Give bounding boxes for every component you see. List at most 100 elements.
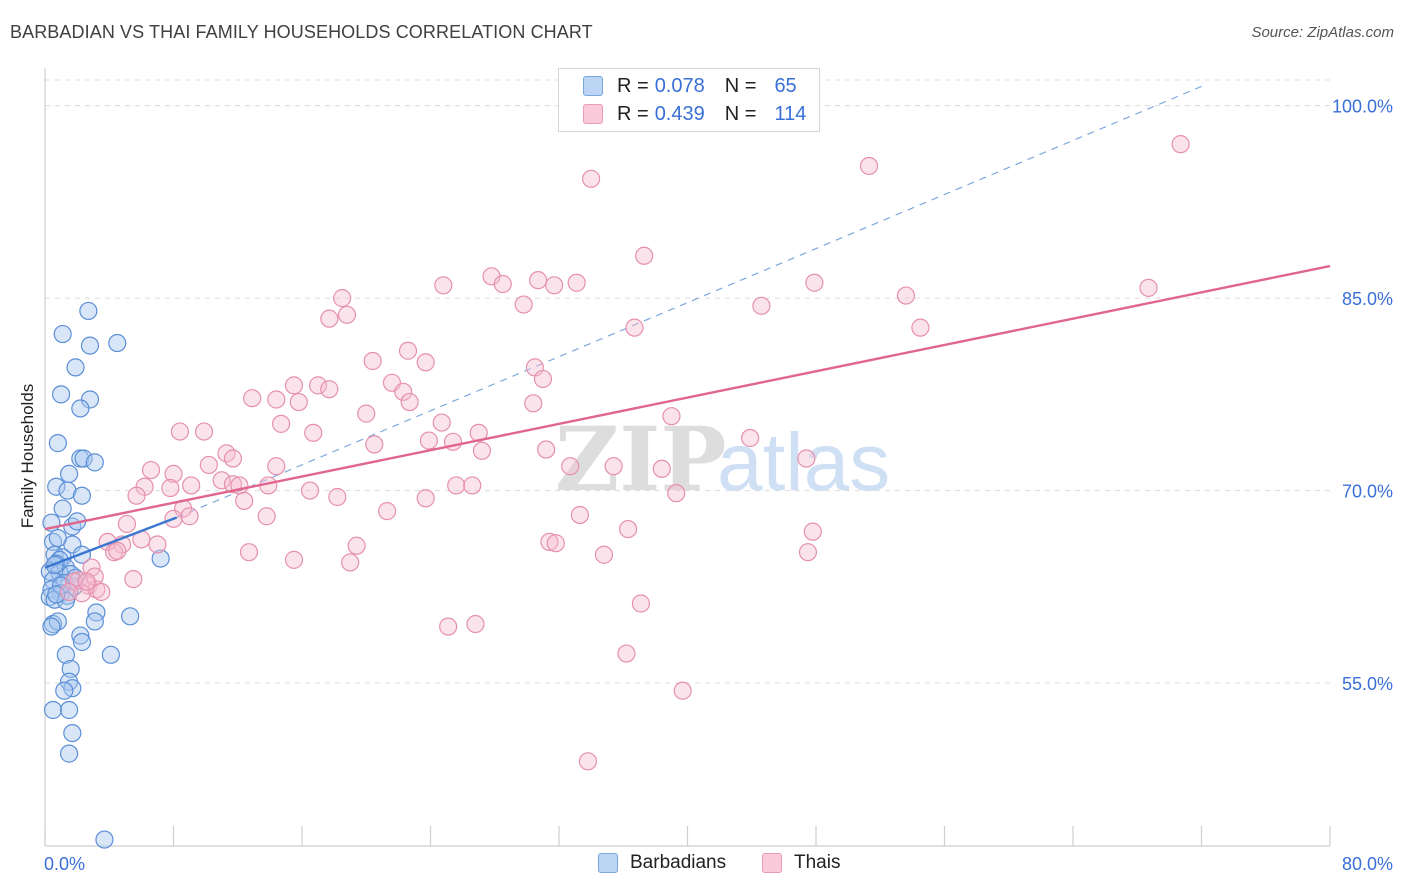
grid-lines [45, 79, 1330, 684]
thai-point [1139, 278, 1158, 297]
legend-r-value: 0.078 [654, 74, 705, 97]
thai-point [673, 681, 692, 700]
thai-point [741, 428, 760, 448]
thai-point [77, 572, 96, 591]
barbadian-point [85, 612, 104, 631]
legend-row-barbadians: R = 0.078 N = 65 [583, 73, 797, 99]
barbadian-point [71, 626, 90, 645]
dashed-trend-extension [176, 85, 1202, 519]
y-tick-label: 70.0% [1342, 482, 1393, 502]
thai-point [635, 246, 654, 265]
trend-lines [44, 264, 1331, 569]
thai-point [194, 422, 214, 441]
legend-item-barbadians: Barbadians [598, 852, 726, 874]
thai-point [466, 614, 485, 634]
thai-point [357, 404, 376, 423]
thai-point [182, 476, 201, 495]
thai-point [604, 457, 623, 476]
thai-point [117, 514, 137, 534]
thai-point [447, 476, 466, 495]
thai-point [59, 582, 79, 602]
barbadian-point [72, 632, 92, 652]
watermark-atlas: atlas [717, 417, 890, 508]
thai-point [493, 274, 512, 294]
thai-point [161, 478, 180, 498]
thai-point [164, 464, 183, 484]
thai-point [308, 376, 328, 395]
thai-point [199, 455, 218, 475]
thai-point [514, 295, 533, 314]
thai-point [652, 459, 671, 478]
thai-point [524, 394, 543, 413]
legend-n-value: 65 [774, 74, 797, 97]
thai-point [434, 276, 453, 295]
y-axis-label: Family Households [18, 383, 37, 529]
thai-point [141, 460, 161, 480]
barbadian-point [108, 333, 127, 353]
x-tick-label: 0.0% [44, 854, 85, 874]
barbadian-trend-line [44, 516, 178, 569]
barbadian-point [80, 336, 100, 355]
thai-point [594, 545, 614, 564]
y-tick-label: 85.0% [1342, 289, 1393, 309]
legend-label-thais: Thais [794, 852, 841, 873]
thai-point [320, 380, 339, 399]
thai-point [529, 271, 548, 290]
barbadian-point [59, 700, 79, 720]
barbadian-trend-extension [176, 85, 1202, 519]
legend-row-thais: R = 0.439 N = 114 [583, 101, 806, 127]
chart-title: BARBADIAN VS THAI FAMILY HOUSEHOLDS CORR… [10, 22, 593, 42]
thai-point [239, 543, 259, 562]
y-tick-label: 100.0% [1332, 97, 1393, 117]
thai-point [257, 507, 276, 526]
thai-point [267, 390, 286, 409]
thai-point [798, 543, 818, 562]
barbadian-point [63, 723, 82, 743]
thai-point [272, 414, 291, 433]
thai-point [289, 392, 308, 412]
barbadian-point [87, 603, 106, 622]
x-tick-label: 80.0% [1342, 854, 1393, 874]
barbadian-point [58, 481, 77, 500]
legend-r-label: R = [617, 102, 649, 125]
chart-source: Source: ZipAtlas.com [1251, 24, 1394, 41]
thai-point [625, 318, 644, 337]
thai-point [378, 502, 397, 521]
barbadian-point [56, 645, 75, 664]
barbadian-point [85, 453, 104, 472]
barbadian-point [55, 681, 74, 700]
thai-point [365, 435, 384, 454]
thai-point [223, 449, 243, 468]
thai-point [267, 457, 286, 476]
thai-point [432, 413, 451, 432]
thai-point [667, 484, 686, 503]
thai-point [223, 475, 243, 494]
legend-swatch-blue [583, 76, 603, 96]
legend-swatch-pink [762, 853, 782, 873]
thai-points [59, 135, 1190, 771]
barbadian-point [72, 486, 92, 505]
barbadian-point [74, 449, 93, 468]
barbadian-point [66, 358, 85, 377]
barbadian-point [151, 549, 170, 568]
thai-point [363, 351, 382, 371]
thai-point [896, 286, 916, 305]
thai-point [752, 296, 771, 315]
thai-point [561, 457, 580, 476]
barbadian-point [79, 301, 98, 321]
barbadian-point [51, 385, 71, 404]
thai-point [108, 541, 127, 560]
thai-point [859, 156, 879, 176]
thai-point [243, 389, 262, 408]
barbadian-point [95, 830, 114, 849]
thai-point [124, 570, 143, 589]
barbadian-points [40, 301, 170, 849]
thai-point [546, 534, 565, 553]
barbadian-point [43, 700, 63, 720]
thai-point [617, 644, 636, 663]
thai-point [439, 617, 458, 636]
thai-point [284, 376, 304, 395]
legend-label-barbadians: Barbadians [630, 852, 727, 873]
correlation-legend: R = 0.078 N = 65 R = 0.439 N = 114 [558, 68, 820, 132]
